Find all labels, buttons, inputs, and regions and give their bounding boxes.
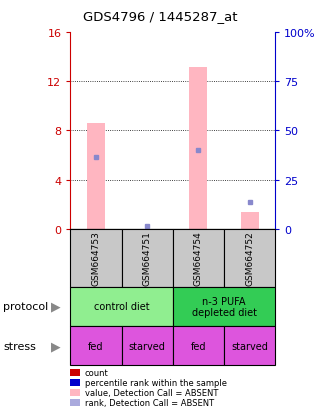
Text: n-3 PUFA
depleted diet: n-3 PUFA depleted diet bbox=[191, 296, 257, 318]
Text: control diet: control diet bbox=[94, 301, 149, 312]
Text: stress: stress bbox=[3, 341, 36, 351]
Text: rank, Detection Call = ABSENT: rank, Detection Call = ABSENT bbox=[85, 398, 214, 407]
Text: starved: starved bbox=[129, 341, 166, 351]
Text: ▶: ▶ bbox=[51, 300, 61, 313]
Text: starved: starved bbox=[231, 341, 268, 351]
Text: GSM664753: GSM664753 bbox=[92, 231, 100, 285]
Text: GSM664754: GSM664754 bbox=[194, 231, 203, 285]
Text: percentile rank within the sample: percentile rank within the sample bbox=[85, 378, 227, 387]
Text: protocol: protocol bbox=[3, 301, 48, 312]
Text: GSM664751: GSM664751 bbox=[143, 231, 152, 285]
Text: value, Detection Call = ABSENT: value, Detection Call = ABSENT bbox=[85, 388, 218, 397]
Text: GSM664752: GSM664752 bbox=[245, 231, 254, 285]
Bar bbox=[87, 124, 105, 229]
Text: GDS4796 / 1445287_at: GDS4796 / 1445287_at bbox=[83, 10, 237, 23]
Bar bbox=[189, 67, 207, 229]
Text: count: count bbox=[85, 368, 108, 377]
Bar bbox=[241, 212, 259, 229]
Text: ▶: ▶ bbox=[51, 339, 61, 352]
Text: fed: fed bbox=[191, 341, 206, 351]
Text: fed: fed bbox=[88, 341, 104, 351]
